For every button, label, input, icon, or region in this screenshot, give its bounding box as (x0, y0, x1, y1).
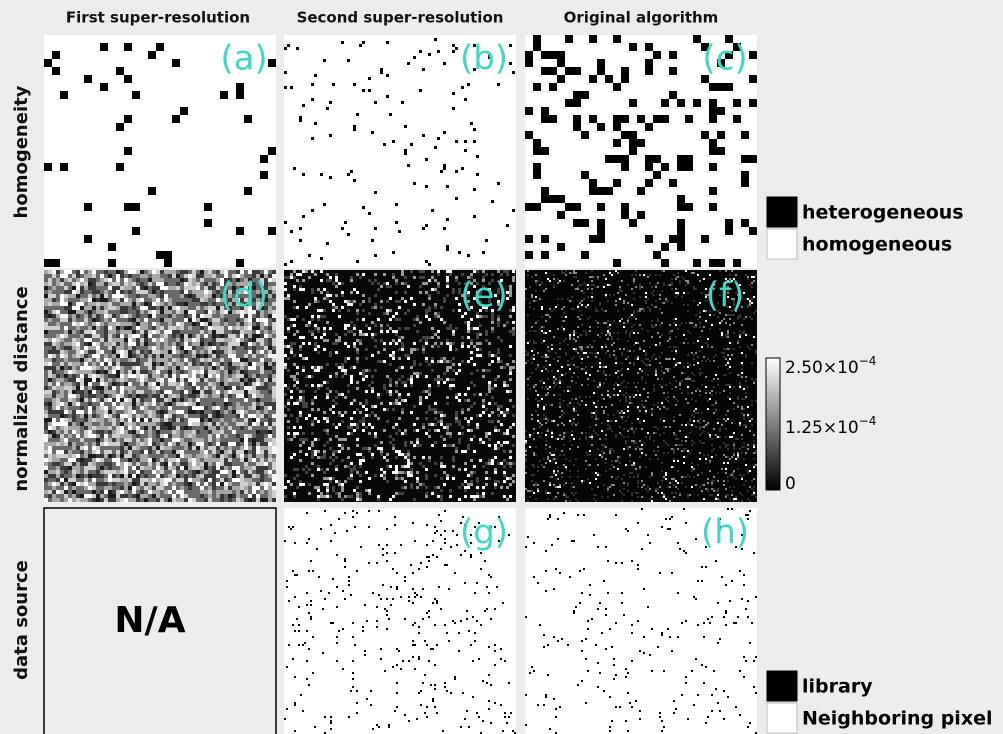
row-label: homogeneity (11, 85, 32, 218)
panel-texture (284, 270, 515, 501)
colorbar-label: 0 (785, 474, 796, 494)
panel-label: (a) (220, 39, 267, 79)
legend-swatch (766, 670, 798, 702)
panel-texture (284, 510, 516, 734)
column-header: First super-resolution (66, 9, 250, 27)
panel-image (525, 508, 757, 734)
panel-label: (d) (220, 276, 268, 316)
panel-texture (284, 270, 515, 501)
panel-label: (b) (460, 39, 508, 79)
panel-texture (44, 270, 276, 502)
column-header: Second super-resolution (297, 9, 504, 27)
panel-texture (44, 270, 272, 502)
column-header: Original algorithm (564, 9, 719, 27)
panel-labels: (a) (b) (c) (d) (e) (f) (g) (h) (220, 39, 749, 553)
panel-label: (g) (460, 513, 508, 553)
panel-label: (e) (460, 276, 507, 316)
panel-label: (h) (701, 513, 749, 553)
panels (44, 35, 757, 734)
panel-label: (f) (706, 276, 745, 316)
colorbar (765, 357, 781, 491)
row-label: normalized distance (11, 286, 32, 491)
panel-texture (525, 270, 757, 502)
colorbar-label: 1.25×10−4 (785, 414, 876, 439)
panel-texture (44, 270, 276, 502)
na-panel (43, 507, 277, 734)
na-text: N/A (114, 600, 185, 641)
panel-texture (525, 35, 757, 267)
panel-label: (c) (702, 39, 747, 79)
panel-image (284, 35, 516, 268)
legend-label: heterogeneous (802, 202, 964, 224)
row-label: data source (11, 560, 32, 680)
legend-swatch (766, 702, 798, 734)
legend-label: Neighboring pixel (802, 708, 992, 730)
legend-label: homogeneous (802, 234, 952, 256)
legend-label: library (802, 676, 873, 698)
legend-swatch (766, 196, 798, 228)
colorbar-label: 2.50×10−4 (785, 354, 876, 379)
legend-swatch (766, 228, 798, 260)
